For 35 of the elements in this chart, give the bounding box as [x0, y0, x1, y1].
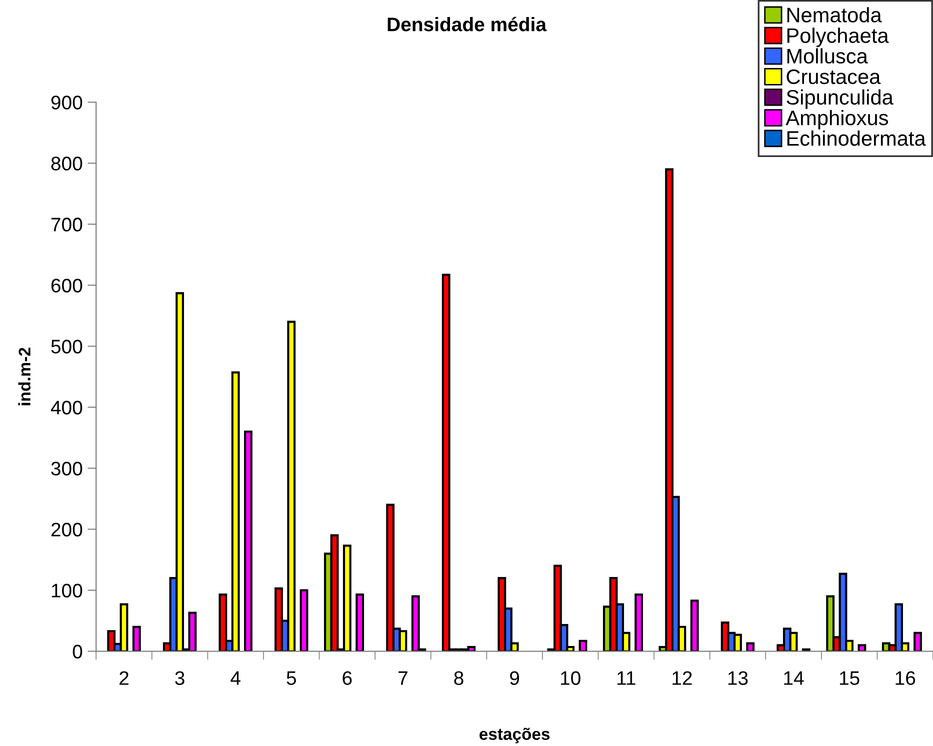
- x-tick-label: 5: [286, 671, 296, 685]
- y-tick-label: 700: [51, 218, 82, 232]
- x-tick-label: 13: [728, 671, 748, 685]
- y-tick-label: 400: [50, 400, 82, 414]
- y-tick-label: 600: [51, 278, 82, 292]
- y-tick-label: 800: [51, 156, 82, 170]
- x-tick-label: 10: [561, 671, 580, 685]
- x-tick-label: 8: [454, 671, 464, 685]
- chart-title: Densidade média: [388, 16, 547, 32]
- y-tick-label: 300: [51, 462, 82, 476]
- x-tick-label: 16: [896, 671, 916, 685]
- legend-label: Sipunculida: [786, 89, 894, 109]
- legend-label: Mollusca: [787, 48, 868, 64]
- y-tick-label: 500: [51, 340, 82, 354]
- x-tick-label: 6: [342, 671, 352, 685]
- x-tick-label: 9: [510, 671, 520, 685]
- legend-label: Amphioxus: [786, 110, 888, 130]
- y-tick-label: 900: [51, 96, 82, 110]
- x-tick-label: 14: [784, 671, 804, 685]
- x-tick-label: 3: [175, 671, 184, 685]
- legend-label: Polychaeta: [787, 28, 889, 48]
- y-axis-title: ind.m-2: [18, 348, 31, 406]
- y-tick-label: 0: [72, 644, 82, 658]
- x-tick-label: 2: [120, 671, 128, 685]
- x-tick-label: 12: [672, 671, 692, 685]
- x-tick-label: 4: [230, 671, 240, 685]
- legend-label: Nematoda: [787, 7, 882, 22]
- x-tick-label: 7: [398, 671, 408, 685]
- y-tick-label: 100: [52, 584, 82, 598]
- x-tick-label: 11: [618, 671, 636, 685]
- x-tick-label: 15: [840, 671, 860, 685]
- y-tick-label: 200: [51, 522, 82, 536]
- x-axis-title: estações: [480, 728, 550, 744]
- legend-label: Echinodermata: [787, 130, 926, 146]
- legend-label: Crustacea: [786, 69, 881, 84]
